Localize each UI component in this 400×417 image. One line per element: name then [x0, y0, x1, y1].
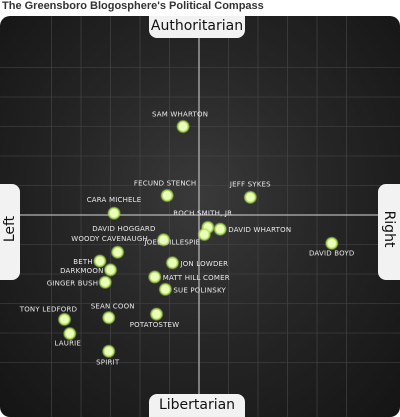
- center-axes: [0, 16, 400, 417]
- top-tab: [149, 16, 245, 38]
- political-compass: SAM WHARTON FECUND STENCH JEFF SYKES CARA M…: [0, 16, 400, 417]
- point-label: DARKMOON: [60, 267, 103, 275]
- point-label: DAVID BOYD: [309, 249, 355, 257]
- data-point-core: [60, 315, 69, 324]
- page-title: The Greensboro Blogosphere's Political C…: [2, 0, 264, 12]
- point-label: ROCH SMITH, JR.: [173, 209, 234, 217]
- data-point-core: [106, 265, 115, 275]
- point-label: WOODY CAVENAUGH: [71, 235, 148, 243]
- point-label: DAVID HOGGARD: [92, 225, 155, 233]
- data-points: SAM WHARTON FECUND STENCH JEFF SYKES CARA M…: [19, 111, 355, 367]
- data-point-core: [200, 230, 209, 239]
- point-label: JEFF SYKES: [229, 180, 271, 188]
- point-label: GINGER BUSH: [47, 279, 99, 287]
- axis-label-libertarian: Libertarian: [158, 397, 236, 413]
- point-label: LAURIE: [55, 340, 82, 348]
- point-label: TONY LEDFORD: [19, 305, 77, 313]
- left-tab: [0, 184, 20, 280]
- data-point-core: [100, 278, 110, 287]
- point-label: SUE POLINSKY: [173, 286, 226, 294]
- point-label: JON LOWDER: [179, 260, 228, 268]
- point-label: SEAN COON: [91, 303, 135, 311]
- data-point-core: [161, 285, 170, 294]
- data-point-core: [168, 258, 177, 267]
- axis-label-authoritarian: Authoritarian: [150, 18, 244, 34]
- right-tab: [378, 184, 400, 280]
- data-point-core: [65, 329, 74, 338]
- data-point-core: [178, 122, 188, 131]
- compass-plot: SAM WHARTON FECUND STENCH JEFF SYKES CARA M…: [0, 16, 400, 417]
- point-label: MATT HILL COMER: [163, 274, 230, 282]
- axis-label-left: Left: [2, 215, 18, 243]
- point-label: BETH: [73, 258, 93, 266]
- data-point-core: [150, 272, 159, 282]
- point-label: JOEL GILLESPIE: [144, 238, 201, 246]
- data-point-core: [162, 191, 172, 200]
- point-label: SAM WHARTON: [152, 111, 208, 119]
- point-label: FECUND STENCH: [134, 180, 196, 188]
- data-point-core: [159, 235, 168, 244]
- axis-label-right: Right: [381, 210, 397, 248]
- data-point-core: [246, 193, 255, 202]
- data-point-core: [109, 209, 119, 218]
- data-point-core: [327, 239, 336, 248]
- point-label: CARA MICHELE: [87, 196, 142, 204]
- point-label: DAVID WHARTON: [228, 226, 291, 234]
- data-point-core: [95, 256, 105, 266]
- data-point-core: [216, 224, 225, 234]
- data-point-core: [113, 247, 122, 257]
- bottom-tab: [149, 394, 245, 417]
- point-label: POTATOSTEW: [130, 321, 180, 329]
- data-point-core: [104, 313, 113, 322]
- data-point-core: [152, 309, 161, 319]
- data-point-core: [104, 347, 113, 356]
- point-label: SPIRIT: [96, 358, 120, 366]
